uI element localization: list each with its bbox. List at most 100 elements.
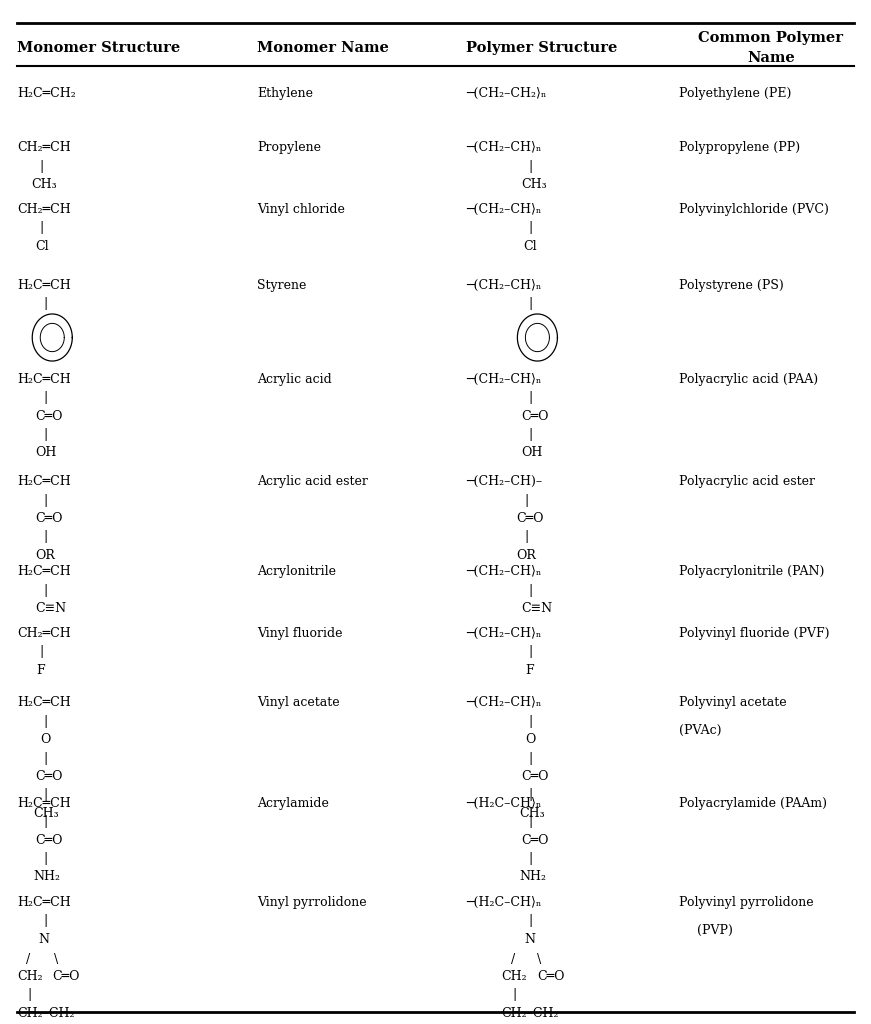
Text: CH₂═CH: CH₂═CH [17,141,71,155]
Text: H₂C═CH: H₂C═CH [17,279,71,292]
Text: |: | [529,914,533,928]
Text: |: | [524,494,529,507]
Text: |: | [44,428,48,441]
Text: |: | [529,160,533,173]
Text: C≡N: C≡N [35,602,66,615]
Text: |: | [529,297,533,310]
Text: Ethylene: Ethylene [257,87,313,100]
Text: N: N [524,933,536,946]
Text: C═O: C═O [35,410,63,423]
Text: |: | [512,988,517,1001]
Text: CH₂═CH: CH₂═CH [17,203,71,216]
Text: |: | [44,297,48,310]
Text: CH₃: CH₃ [521,178,546,191]
Text: /: / [511,953,516,966]
Text: |: | [39,221,44,234]
Text: ─(CH₂–CH⟩ₙ: ─(CH₂–CH⟩ₙ [466,279,542,292]
Text: CH₂–CH₂: CH₂–CH₂ [501,1007,558,1020]
Text: |: | [529,391,533,404]
Text: ─(H₂C–CH⟩ₙ: ─(H₂C–CH⟩ₙ [466,896,542,909]
Text: ─(CH₂–CH⟩ₙ: ─(CH₂–CH⟩ₙ [466,696,542,710]
Text: C═O: C═O [517,512,544,525]
Text: ─(CH₂–CH⟩ₙ: ─(CH₂–CH⟩ₙ [466,203,542,216]
Text: H₂C═CH: H₂C═CH [17,797,71,810]
Text: |: | [39,645,44,658]
Text: |: | [44,494,48,507]
Text: Name: Name [747,51,794,66]
Text: Polyacrylic acid ester: Polyacrylic acid ester [679,475,815,488]
Text: |: | [529,788,533,802]
Text: Styrene: Styrene [257,279,307,292]
Text: |: | [44,914,48,928]
Text: Cl: Cl [523,240,537,253]
Text: Polyvinyl acetate: Polyvinyl acetate [679,696,787,710]
Text: ─(CH₂–CH⟩ₙ: ─(CH₂–CH⟩ₙ [466,141,542,155]
Text: N: N [38,933,50,946]
Text: H₂C═CH: H₂C═CH [17,475,71,488]
Text: |: | [28,988,32,1001]
Text: Vinyl pyrrolidone: Vinyl pyrrolidone [257,896,367,909]
Text: F: F [525,664,534,677]
Text: |: | [529,221,533,234]
Text: |: | [44,391,48,404]
Text: ─(CH₂–CH)–: ─(CH₂–CH)– [466,475,542,488]
Text: OH: OH [35,446,57,460]
Text: Polyacrylonitrile (PAN): Polyacrylonitrile (PAN) [679,565,825,579]
Text: C═O: C═O [521,770,549,783]
Text: OH: OH [521,446,543,460]
Text: Acrylonitrile: Acrylonitrile [257,565,336,579]
Text: Vinyl chloride: Vinyl chloride [257,203,345,216]
Text: Vinyl acetate: Vinyl acetate [257,696,340,710]
Text: NH₂: NH₂ [33,870,60,884]
Text: Common Polymer: Common Polymer [699,31,843,45]
Text: |: | [529,584,533,597]
Text: \: \ [537,953,542,966]
Text: (PVP): (PVP) [697,924,733,937]
Text: Acrylic acid: Acrylic acid [257,373,332,386]
Text: Monomer Structure: Monomer Structure [17,41,180,55]
Text: (PVAc): (PVAc) [679,724,722,737]
Text: |: | [529,752,533,765]
Text: C═O: C═O [521,834,549,847]
Text: Polyvinyl pyrrolidone: Polyvinyl pyrrolidone [679,896,814,909]
Text: |: | [529,815,533,828]
Text: Polypropylene (PP): Polypropylene (PP) [679,141,800,155]
Text: \: \ [54,953,58,966]
Text: ─(CH₂–CH₂⟩ₙ: ─(CH₂–CH₂⟩ₙ [466,87,546,100]
Text: Polymer Structure: Polymer Structure [466,41,618,55]
Text: H₂C═CH: H₂C═CH [17,565,71,579]
Text: Cl: Cl [35,240,49,253]
Text: /: / [26,953,30,966]
Text: CH₂–CH₂: CH₂–CH₂ [17,1007,75,1020]
Text: O: O [40,733,51,746]
Text: H₂C═CH: H₂C═CH [17,373,71,386]
Text: F: F [37,664,45,677]
Text: C≡N: C≡N [521,602,552,615]
Text: |: | [44,530,48,544]
Text: Polystyrene (PS): Polystyrene (PS) [679,279,784,292]
Text: Polyvinylchloride (PVC): Polyvinylchloride (PVC) [679,203,829,216]
Text: |: | [524,530,529,544]
Text: OR: OR [517,549,537,562]
Text: |: | [44,815,48,828]
Text: |: | [44,584,48,597]
Text: CH₃: CH₃ [519,807,544,820]
Text: C═O: C═O [537,970,565,983]
Text: Vinyl fluoride: Vinyl fluoride [257,627,342,640]
Text: C═O: C═O [52,970,80,983]
Text: |: | [529,645,533,658]
Text: CH₃: CH₃ [33,807,58,820]
Text: CH₂: CH₂ [501,970,526,983]
Text: ─(H₂C–CH⟩ₙ: ─(H₂C–CH⟩ₙ [466,797,542,810]
Text: H₂C═CH₂: H₂C═CH₂ [17,87,76,100]
Text: Polyacrylic acid (PAA): Polyacrylic acid (PAA) [679,373,819,386]
Text: Acrylic acid ester: Acrylic acid ester [257,475,368,488]
Text: |: | [39,160,44,173]
Text: ─(CH₂–CH⟩ₙ: ─(CH₂–CH⟩ₙ [466,373,542,386]
Text: C═O: C═O [521,410,549,423]
Text: |: | [529,852,533,865]
Text: |: | [44,752,48,765]
Text: Monomer Name: Monomer Name [257,41,388,55]
Text: CH₂═CH: CH₂═CH [17,627,71,640]
Text: Acrylamide: Acrylamide [257,797,329,810]
